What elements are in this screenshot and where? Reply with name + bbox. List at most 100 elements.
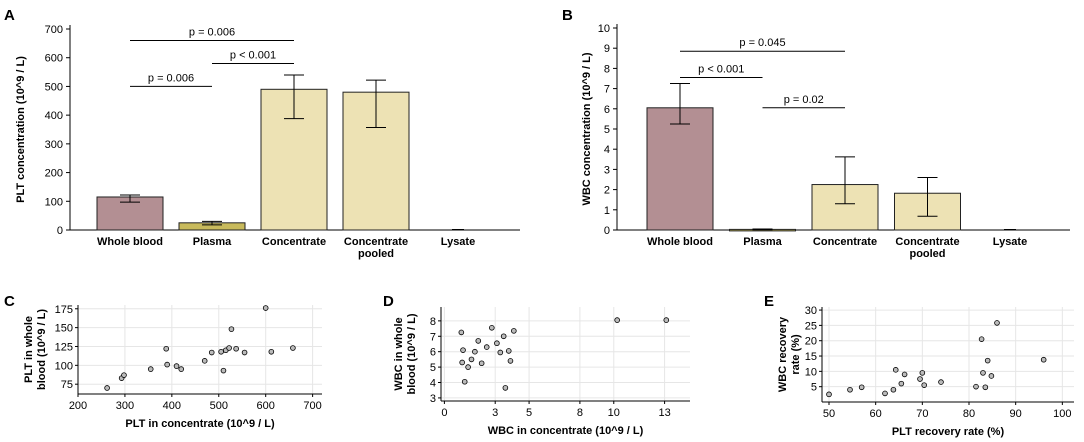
x-tick-label: 500 [210,400,228,412]
scatter-point [475,338,482,344]
y-tick-label: 150 [55,323,73,335]
scatter-point [459,359,465,366]
x-tick-label: Concentrate [344,236,408,248]
scatter-point [826,391,832,398]
x-tick-label: 700 [303,400,321,412]
scatter-point [460,347,466,353]
scatter-point [982,384,989,391]
y-tick-label: 100 [55,360,73,372]
x-axis-label: PLT recovery rate (%) [892,426,1005,438]
y-tick-label: 2 [604,185,610,197]
y-tick-label: 175 [55,304,73,316]
scatter-point [505,348,512,354]
x-tick-label: Concentrate [895,236,959,248]
scatter-point [847,386,853,393]
y-tick-label: 300 [45,139,63,151]
x-tick-label: 80 [963,408,975,420]
x-tick-label: 600 [257,400,275,412]
plot-area [78,305,322,394]
y-tick-label: 8 [430,316,436,328]
scatter-point [478,360,485,367]
scatter-point [984,357,991,364]
x-tick-label: Lysate [441,236,475,248]
scatter-point [511,328,517,334]
y-tick-label: 7 [430,331,436,343]
y-tick-label: 20 [805,336,817,348]
x-axis-label: PLT in concentrate (10^9 / L) [125,418,275,430]
y-tick-label: 125 [55,341,73,353]
scatter-point [892,367,899,373]
x-tick-label: 200 [69,400,87,412]
scatter-point [898,380,905,387]
y-tick-label: 5 [604,124,610,136]
scatter-point [228,326,235,332]
y-axis-label: blood (10^9 / L) [36,309,48,390]
x-tick-label: Plasma [743,236,782,248]
scatter-point [458,329,465,336]
scatter-point [507,358,514,364]
significance-label: p < 0.001 [698,63,744,75]
y-axis-label: rate (%) [790,334,802,375]
y-axis-label: WBC concentration (10^9 / L) [581,52,593,205]
scatter-point [178,366,185,372]
scatter-point [614,317,620,323]
x-tick-label: 100 [1053,408,1071,420]
y-axis-label: WBC in whole [393,317,405,390]
scatter-point [104,385,110,391]
scatter-point [483,344,490,350]
panel-a-bar-chart: 0 100 200 300 400 500 600 700 PLT concentration … [15,24,520,260]
scatter-point [226,345,232,351]
scatter-point [921,382,927,388]
y-tick-label: 6 [430,347,436,359]
y-tick-label: 4 [430,378,436,390]
x-tick-label: 3 [492,407,498,419]
panel-e-scatter-plot: 50 60 70 80 90 100 5 10 15 20 25 30 PLT recovery rat… [777,305,1074,438]
significance-label: p = 0.02 [784,94,824,106]
scatter-point [208,349,215,356]
significance-label: p < 0.001 [230,49,276,61]
x-tick-label: Concentrate [813,236,877,248]
x-tick-label: 8 [577,407,583,419]
scatter-point [502,385,509,391]
y-tick-label: 5 [430,362,436,374]
y-tick-label: 500 [45,81,63,93]
x-tick-label: pooled [909,248,945,260]
y-axis-label: PLT concentration (10^9 / L) [15,56,27,203]
y-tick-label: 700 [45,24,63,36]
y-tick-label: 0 [57,225,63,237]
y-tick-label: 25 [805,320,817,332]
scatter-point [472,348,478,355]
x-tick-label: Plasma [193,236,232,248]
y-axis-label: blood (10^9 / L) [406,313,418,394]
significance-label: p = 0.006 [189,26,235,38]
scatter-point [980,370,986,376]
y-tick-label: 0 [604,225,610,237]
y-tick-label: 5 [811,382,817,394]
plot-area [441,307,690,401]
x-tick-label: 300 [116,400,134,412]
scatter-point [201,358,208,364]
scatter-point [465,364,471,370]
x-tick-label: Whole blood [647,236,713,248]
scatter-point [1040,356,1047,363]
scatter-point [901,371,908,378]
scatter-point [220,367,227,374]
scatter-point [973,383,979,390]
scatter-point [241,349,248,356]
scatter-point [268,348,275,355]
y-tick-label: 100 [45,196,63,208]
x-tick-label: pooled [358,248,394,260]
significance-label: p = 0.006 [148,72,194,84]
y-tick-label: 7 [604,84,610,96]
x-tick-label: Concentrate [262,236,326,248]
bar [646,107,714,231]
x-tick-label: 90 [1010,408,1022,420]
y-tick-label: 6 [604,104,610,116]
y-tick-label: 30 [805,305,817,317]
scatter-point [919,370,926,376]
scatter-point [262,305,269,311]
scatter-point [163,345,170,352]
scatter-point [233,345,239,352]
x-tick-label: 13 [658,407,670,419]
